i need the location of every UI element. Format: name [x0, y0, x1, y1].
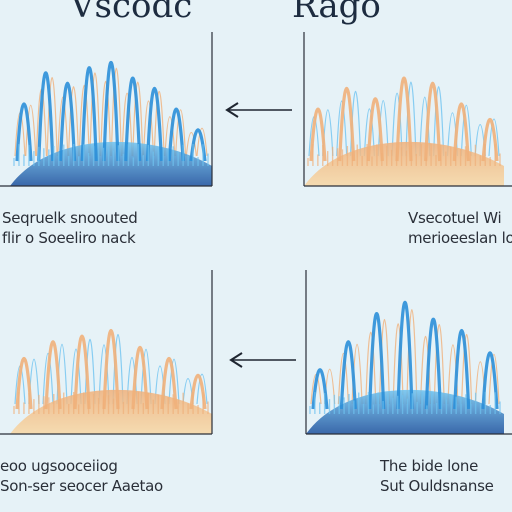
waveform-peak: [488, 118, 500, 157]
waveform-peak: [112, 333, 124, 405]
waveform-peak: [185, 132, 197, 157]
waveform-peak: [167, 107, 185, 162]
waveform-peak: [196, 128, 208, 157]
waveform-peak: [452, 102, 470, 162]
top-left-chart-panel: [0, 30, 216, 192]
waveform-peak: [395, 76, 413, 162]
caption-line: Son-ser seocer Aaetao: [0, 477, 163, 495]
left-title: Vscodc: [70, 0, 193, 26]
caption-line: Seqruelk snoouted: [2, 209, 138, 227]
waveform-peak: [196, 373, 208, 405]
bottom-left-chart-panel: [0, 268, 216, 440]
waveform-peak: [160, 356, 178, 410]
waveform-peak: [481, 351, 499, 410]
waveform-peak: [131, 345, 149, 410]
waveform-peak: [132, 81, 144, 157]
waveform-peak: [80, 66, 98, 162]
top-right-caption: Vsecotuel Wi merioeeslan loe: [408, 208, 512, 248]
waveform-peak: [392, 323, 404, 405]
waveform-peak: [46, 77, 58, 157]
caption-line: The bide lone: [380, 457, 479, 475]
waveform-peak: [461, 333, 473, 405]
waveform-peak: [73, 334, 91, 410]
waveform-peak: [433, 324, 445, 405]
caption-line: Vsecotuel Wi: [408, 209, 502, 227]
waveform-peak: [338, 87, 356, 162]
waveform-peak: [368, 312, 386, 410]
waveform-peak: [100, 81, 112, 157]
waveform-peak: [25, 104, 37, 157]
waveform-peak: [406, 308, 418, 405]
waveform-peak: [168, 358, 180, 405]
waveform-peak: [424, 317, 442, 410]
top-right-chart-panel: [300, 30, 512, 192]
bottom-right-chart-panel: [302, 268, 512, 440]
waveform-peak: [42, 352, 54, 405]
waveform-peak: [37, 71, 55, 162]
waveform-peak: [164, 116, 176, 157]
waveform-peak: [67, 86, 80, 157]
waveform-peak: [145, 87, 164, 162]
bottom-right-waveform: [305, 270, 512, 435]
waveform-peak: [396, 300, 414, 410]
right-title: Rago: [292, 0, 381, 26]
waveform-peak: [339, 340, 357, 410]
waveform-peak: [78, 84, 90, 157]
waveform-peak: [44, 340, 62, 410]
waveform-peak: [365, 331, 377, 405]
waveform-peak: [309, 107, 327, 162]
waveform-mound: [10, 389, 212, 434]
waveform-peak: [57, 96, 69, 157]
waveform-peak: [488, 353, 500, 405]
waveform-peak: [102, 61, 120, 162]
caption-line: merioeeslan loe: [408, 229, 512, 247]
waveform-peak: [460, 104, 472, 157]
waveform-peak: [142, 100, 155, 157]
waveform-peak: [405, 81, 417, 157]
waveform-peak: [15, 356, 33, 410]
left-arrow-icon: [225, 102, 292, 118]
left-arrow-icon: [229, 352, 296, 368]
top-left-waveform: [0, 32, 213, 187]
waveform-peak: [424, 81, 442, 162]
waveform-peak: [363, 108, 375, 157]
waveform-peak: [98, 344, 110, 405]
top-left-caption: Seqruelk snoouted flir o Soeeliro nack: [2, 208, 138, 248]
waveform-peak: [453, 329, 471, 410]
waveform-peak: [140, 349, 152, 405]
waveform-peak: [110, 67, 122, 157]
caption-line: flir o Soeeliro nack: [2, 229, 136, 247]
waveform-peak: [124, 76, 142, 162]
waveform-peak: [336, 100, 348, 157]
caption-line: Sut Ouldsnanse: [380, 477, 494, 495]
waveform-peak: [70, 348, 82, 405]
waveform-peak: [174, 109, 187, 157]
waveform-peak: [58, 81, 77, 162]
waveform-peak: [433, 86, 445, 157]
waveform-peak: [102, 329, 120, 410]
bottom-left-waveform: [0, 270, 213, 435]
bottom-left-caption: eoo ugsooceiiog Son-ser seocer Aaetao: [0, 456, 163, 496]
waveform-peak: [89, 72, 101, 157]
waveform-mound: [304, 141, 504, 186]
waveform-peak: [391, 92, 403, 157]
waveform-mound: [306, 389, 504, 434]
waveform-peak: [366, 97, 384, 162]
waveform-peak: [337, 352, 349, 405]
caption-line: eoo ugsooceiiog: [0, 457, 118, 475]
bottom-right-caption: The bide lone Sut Ouldsnanse: [380, 456, 494, 496]
waveform-peak: [121, 92, 133, 157]
waveform-peak: [153, 90, 165, 157]
waveform-peak: [15, 102, 33, 162]
top-right-waveform: [303, 32, 512, 187]
